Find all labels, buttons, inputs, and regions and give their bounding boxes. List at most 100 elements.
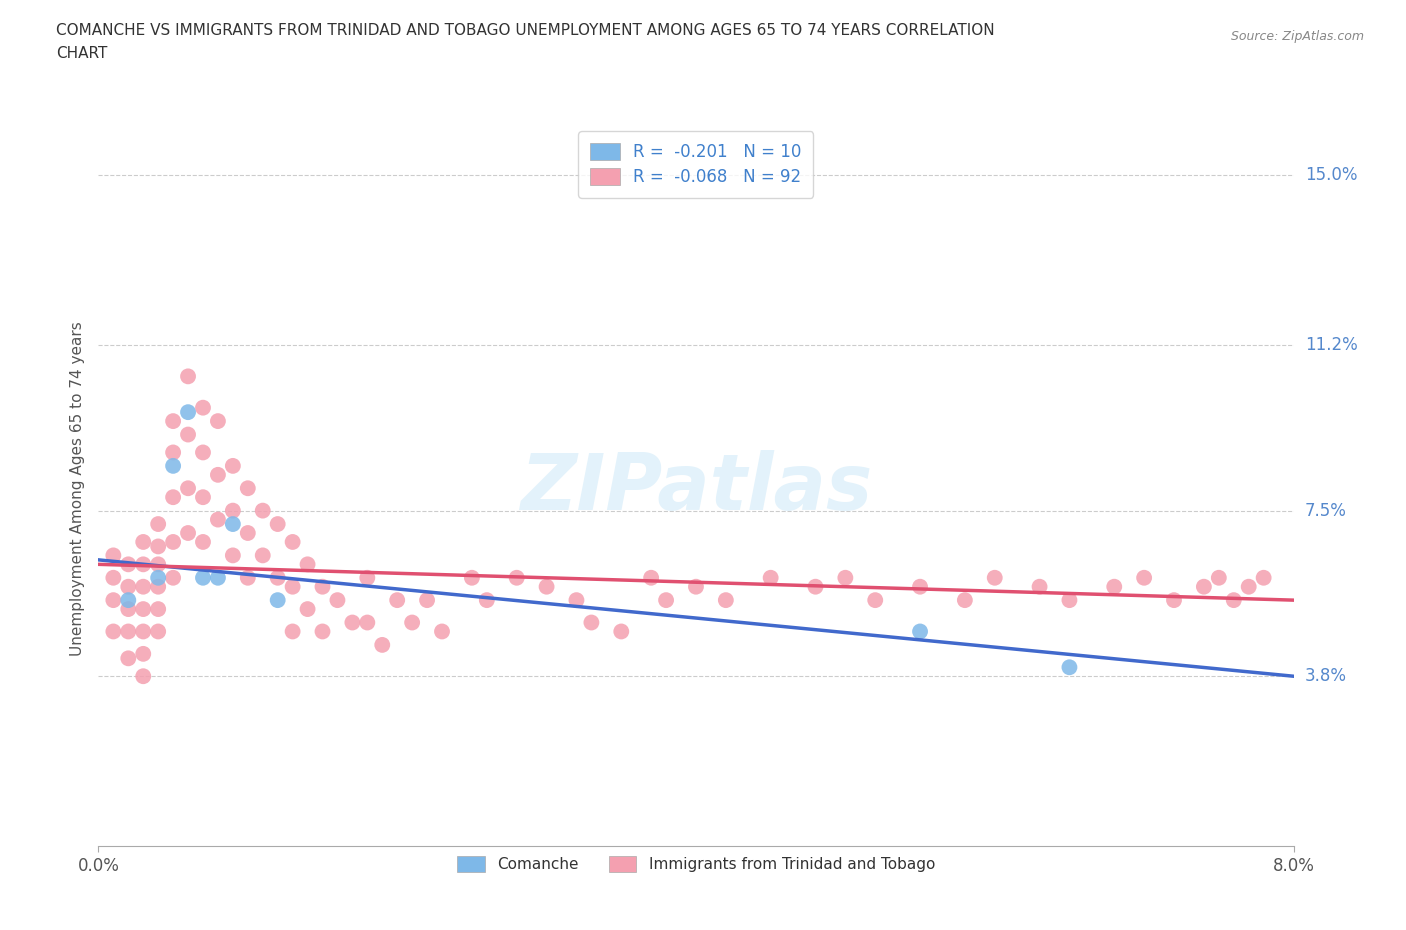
Point <box>132 579 155 594</box>
Point <box>640 570 662 585</box>
Point <box>222 503 245 518</box>
Point <box>1133 570 1156 585</box>
Point <box>117 592 139 607</box>
Point <box>1163 592 1185 607</box>
Point <box>536 579 558 594</box>
Point <box>207 570 229 585</box>
Point <box>148 624 170 639</box>
Text: CHART: CHART <box>56 46 108 61</box>
Point <box>222 517 245 532</box>
Point <box>132 646 155 661</box>
Y-axis label: Unemployment Among Ages 65 to 74 years: Unemployment Among Ages 65 to 74 years <box>69 321 84 656</box>
Point <box>148 557 170 572</box>
Point <box>103 592 125 607</box>
Point <box>132 602 155 617</box>
Point <box>267 570 290 585</box>
Point <box>132 535 155 550</box>
Point <box>430 624 453 639</box>
Point <box>385 592 409 607</box>
Point <box>953 592 976 607</box>
Point <box>1253 570 1275 585</box>
Point <box>207 512 229 527</box>
Point <box>177 525 200 540</box>
Text: COMANCHE VS IMMIGRANTS FROM TRINIDAD AND TOBAGO UNEMPLOYMENT AMONG AGES 65 TO 74: COMANCHE VS IMMIGRANTS FROM TRINIDAD AND… <box>56 23 995 38</box>
Point <box>311 579 333 594</box>
Point <box>342 615 364 630</box>
Text: 11.2%: 11.2% <box>1305 336 1357 354</box>
Point <box>1059 592 1081 607</box>
Point <box>148 539 170 554</box>
Point <box>252 503 274 518</box>
Point <box>401 615 423 630</box>
Point <box>475 592 498 607</box>
Point <box>207 414 229 429</box>
Point <box>191 400 214 415</box>
Text: ZIPatlas: ZIPatlas <box>520 450 872 526</box>
Point <box>222 548 245 563</box>
Point <box>162 535 184 550</box>
Point <box>416 592 439 607</box>
Point <box>506 570 529 585</box>
Point <box>610 624 633 639</box>
Point <box>908 624 931 639</box>
Point <box>281 624 304 639</box>
Point <box>565 592 588 607</box>
Point <box>281 535 304 550</box>
Point <box>162 570 184 585</box>
Point <box>281 579 304 594</box>
Text: Source: ZipAtlas.com: Source: ZipAtlas.com <box>1230 30 1364 43</box>
Point <box>1237 579 1260 594</box>
Legend: Comanche, Immigrants from Trinidad and Tobago: Comanche, Immigrants from Trinidad and T… <box>451 850 941 878</box>
Point <box>236 525 259 540</box>
Point <box>132 557 155 572</box>
Point <box>148 517 170 532</box>
Point <box>655 592 678 607</box>
Point <box>162 414 184 429</box>
Point <box>1028 579 1050 594</box>
Point <box>834 570 856 585</box>
Point <box>117 651 139 666</box>
Point <box>177 405 200 419</box>
Point <box>148 602 170 617</box>
Point <box>1192 579 1215 594</box>
Point <box>1059 660 1081 675</box>
Point <box>236 481 259 496</box>
Point <box>714 592 737 607</box>
Point <box>267 592 290 607</box>
Point <box>759 570 782 585</box>
Point <box>685 579 707 594</box>
Point <box>356 615 378 630</box>
Point <box>148 579 170 594</box>
Text: 15.0%: 15.0% <box>1305 166 1357 184</box>
Point <box>162 458 184 473</box>
Point <box>103 548 125 563</box>
Point <box>581 615 603 630</box>
Point <box>252 548 274 563</box>
Point <box>103 624 125 639</box>
Text: 7.5%: 7.5% <box>1305 501 1347 520</box>
Point <box>371 637 394 652</box>
Point <box>207 468 229 483</box>
Point <box>267 517 290 532</box>
Point <box>117 624 139 639</box>
Point <box>461 570 484 585</box>
Point <box>311 624 333 639</box>
Point <box>236 570 259 585</box>
Point <box>191 490 214 505</box>
Point <box>984 570 1007 585</box>
Text: 3.8%: 3.8% <box>1305 667 1347 685</box>
Point <box>297 602 319 617</box>
Point <box>865 592 887 607</box>
Point <box>148 570 170 585</box>
Point <box>177 481 200 496</box>
Point <box>191 445 214 460</box>
Point <box>132 669 155 684</box>
Point <box>103 570 125 585</box>
Point <box>356 570 378 585</box>
Point <box>191 535 214 550</box>
Point <box>1104 579 1126 594</box>
Point <box>117 557 139 572</box>
Point <box>326 592 349 607</box>
Point <box>297 557 319 572</box>
Point <box>908 579 931 594</box>
